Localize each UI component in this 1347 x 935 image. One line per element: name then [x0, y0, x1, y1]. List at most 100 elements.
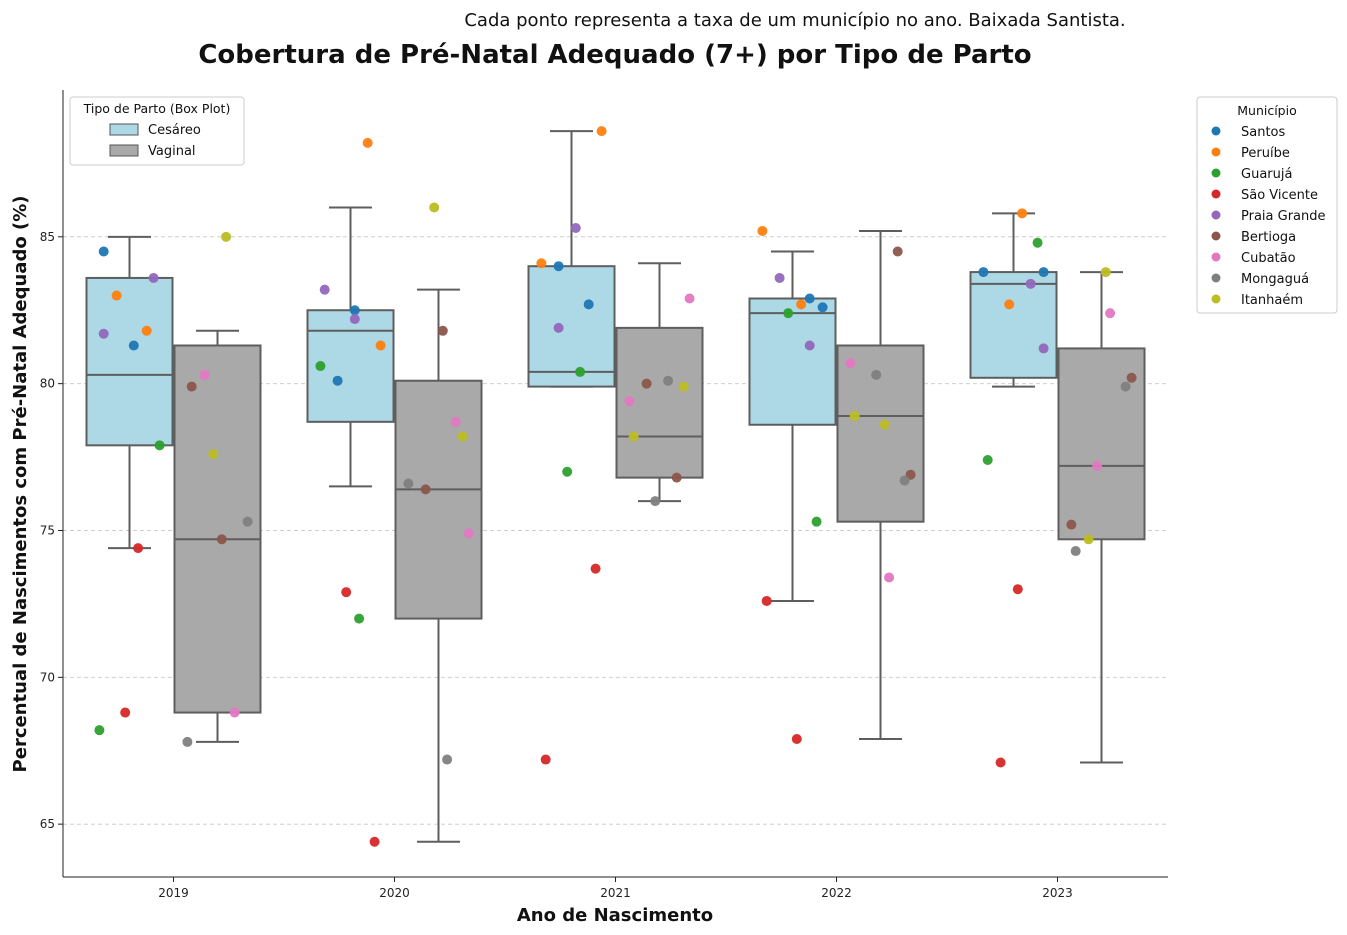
point-santos: [1038, 267, 1049, 278]
point-guaruj-: [154, 440, 165, 451]
point-itanha-m: [1100, 267, 1111, 278]
legend-label: Itanhaém: [1241, 293, 1303, 308]
box-cesareo-2023: [969, 212, 1058, 388]
point-praia-grande: [553, 322, 564, 333]
point-peru-be: [1017, 208, 1028, 219]
point-cubat-o: [624, 396, 635, 407]
point-mongagu-: [403, 478, 414, 489]
legend-swatch-vaginal: [109, 144, 139, 157]
legend-title: Tipo de Parto (Box Plot): [83, 101, 231, 116]
legend-marker-praia-grande: [1211, 210, 1221, 220]
box-iqr: [969, 271, 1058, 379]
point-praia-grande: [1038, 343, 1049, 354]
point-mongagu-: [663, 375, 674, 386]
point-bertioga: [892, 246, 903, 257]
point-cubat-o: [450, 416, 461, 427]
legend-marker-mongagu-: [1211, 273, 1221, 283]
point-s-o-vicente: [995, 757, 1006, 768]
legend-label: Peruíbe: [1241, 146, 1290, 161]
municipio-legend: Município Santos Peruíbe Guarujá São Vicente…: [1196, 96, 1338, 314]
legend-label: Cesáreo: [148, 123, 201, 138]
point-praia-grande: [570, 223, 581, 234]
legend-swatch-cesareo: [109, 123, 139, 136]
point-peru-be: [757, 225, 768, 236]
point-itanha-m: [208, 449, 219, 460]
legend-marker-guaruj-: [1211, 168, 1221, 178]
point-mongagu-: [242, 516, 253, 527]
box-iqr: [527, 265, 616, 388]
point-mongagu-: [442, 754, 453, 765]
legend-label: Guarujá: [1241, 167, 1292, 182]
point-guaruj-: [982, 455, 993, 466]
point-bertioga: [671, 472, 682, 483]
point-cubat-o: [463, 528, 474, 539]
point-bertioga: [1126, 372, 1137, 383]
legend-marker-cubat-o: [1211, 252, 1221, 262]
point-peru-be: [141, 325, 152, 336]
point-santos: [978, 267, 989, 278]
x-tick-label: 2020: [379, 886, 410, 900]
box-vaginal-2023: [1057, 271, 1146, 764]
x-tick-label: 2019: [158, 886, 189, 900]
point-cubat-o: [229, 707, 240, 718]
point-itanha-m: [1083, 534, 1094, 545]
point-peru-be: [362, 137, 373, 148]
point-bertioga: [420, 484, 431, 495]
point-bertioga: [1066, 519, 1077, 530]
point-cubat-o: [884, 572, 895, 583]
point-bertioga: [186, 381, 197, 392]
point-itanha-m: [849, 410, 860, 421]
point-santos: [583, 299, 594, 310]
box-type-legend: Tipo de Parto (Box Plot) Cesáreo Vaginal: [69, 96, 245, 166]
box-iqr: [394, 379, 483, 620]
point-mongagu-: [182, 736, 193, 747]
legend-label: Mongaguá: [1241, 272, 1309, 287]
point-itanha-m: [429, 202, 440, 213]
box-layer: [85, 130, 1146, 843]
y-tick-label: 65: [40, 817, 55, 831]
box-cesareo-2021: [527, 130, 616, 388]
x-axis-title: Ano de Nascimento: [517, 905, 713, 926]
point-bertioga: [641, 378, 652, 389]
legend-marker-peru-be: [1211, 147, 1221, 157]
point-s-o-vicente: [540, 754, 551, 765]
box-iqr: [85, 276, 174, 447]
legend-marker-itanha-m: [1211, 294, 1221, 304]
point-mongagu-: [871, 369, 882, 380]
y-tick-label: 75: [40, 523, 55, 537]
point-guaruj-: [783, 308, 794, 319]
point-s-o-vicente: [761, 595, 772, 606]
chart-title: Cobertura de Pré-Natal Adequado (7+) por…: [198, 40, 1031, 70]
legend-label: São Vicente: [1241, 188, 1318, 203]
legend-marker-bertioga: [1211, 231, 1221, 241]
legend-marker-s-o-vicente: [1211, 189, 1221, 199]
point-peru-be: [375, 340, 386, 351]
point-guaruj-: [94, 725, 105, 736]
legend-label: Praia Grande: [1241, 209, 1326, 224]
point-peru-be: [111, 290, 122, 301]
point-guaruj-: [315, 361, 326, 372]
point-praia-grande: [774, 272, 785, 283]
point-itanha-m: [628, 431, 639, 442]
box-vaginal-2019: [173, 329, 262, 743]
point-praia-grande: [349, 314, 360, 325]
box-cesareo-2022: [748, 250, 837, 602]
point-mongagu-: [1070, 546, 1081, 557]
point-santos: [817, 302, 828, 313]
point-itanha-m: [457, 431, 468, 442]
legend-title: Município: [1237, 103, 1297, 118]
point-s-o-vicente: [341, 587, 352, 598]
point-praia-grande: [1025, 278, 1036, 289]
x-tick-label: 2023: [1042, 886, 1073, 900]
point-santos: [349, 305, 360, 316]
point-santos: [98, 246, 109, 257]
legend-label: Santos: [1241, 125, 1286, 140]
point-santos: [804, 293, 815, 304]
point-santos: [128, 340, 139, 351]
y-tick-label: 85: [40, 230, 55, 244]
point-santos: [553, 261, 564, 272]
box-vaginal-2022: [836, 229, 925, 740]
point-guaruj-: [1032, 237, 1043, 248]
legend-label: Bertioga: [1241, 230, 1296, 245]
point-praia-grande: [148, 272, 159, 283]
